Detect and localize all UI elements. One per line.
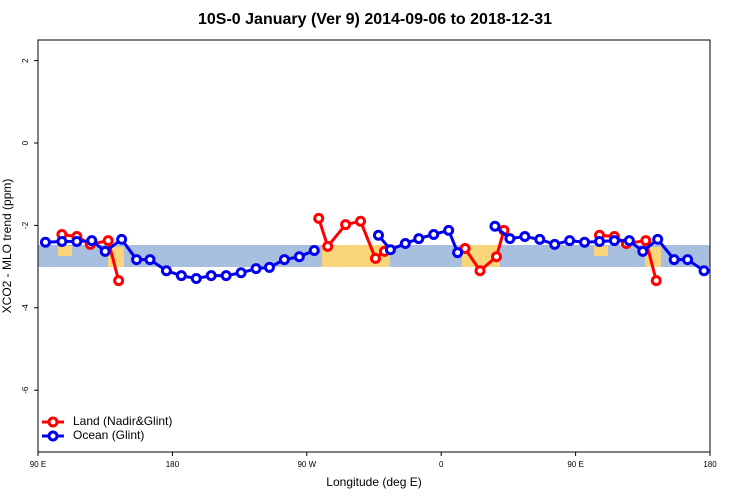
x-tick-label: 90 W xyxy=(297,460,316,469)
point xyxy=(489,220,501,232)
point xyxy=(144,254,156,266)
point xyxy=(205,270,217,282)
point xyxy=(263,261,275,273)
y-tick-label: -4 xyxy=(21,304,30,312)
point xyxy=(308,245,320,257)
point xyxy=(698,265,710,277)
point xyxy=(369,252,381,264)
point xyxy=(668,254,680,266)
point xyxy=(549,238,561,250)
y-tick-label: 2 xyxy=(21,58,30,63)
point xyxy=(650,275,662,287)
legend-label: Land (Nadir&Glint) xyxy=(73,414,172,428)
point xyxy=(452,247,464,259)
y-tick-label: -6 xyxy=(21,386,30,394)
point xyxy=(116,233,128,245)
point xyxy=(175,270,187,282)
point xyxy=(534,233,546,245)
point xyxy=(86,235,98,247)
x-tick-label: 90 E xyxy=(30,460,46,469)
point xyxy=(579,236,591,248)
point xyxy=(160,265,172,277)
plot-frame xyxy=(37,39,711,453)
point xyxy=(39,236,51,248)
point xyxy=(372,229,384,241)
point xyxy=(56,235,68,247)
point xyxy=(71,235,83,247)
x-tick-label: 180 xyxy=(166,460,180,469)
point xyxy=(682,254,694,266)
point xyxy=(220,270,232,282)
point xyxy=(640,235,652,247)
point xyxy=(102,235,114,247)
point xyxy=(131,254,143,266)
point xyxy=(293,251,305,263)
point xyxy=(637,245,649,257)
y-tick-label: -2 xyxy=(21,221,30,229)
point xyxy=(250,263,262,275)
legend-marker xyxy=(47,430,59,442)
x-tick-label: 90 E xyxy=(567,460,583,469)
land xyxy=(594,246,608,256)
point xyxy=(278,254,290,266)
point xyxy=(413,233,425,245)
point xyxy=(340,219,352,231)
point xyxy=(652,233,664,245)
point xyxy=(593,235,605,247)
point xyxy=(504,233,516,245)
point xyxy=(113,275,125,287)
point xyxy=(443,224,455,236)
chart-title: 10S-0 January (Ver 9) 2014-09-06 to 2018… xyxy=(198,11,552,28)
point xyxy=(384,244,396,256)
point xyxy=(564,235,576,247)
point xyxy=(322,240,334,252)
point xyxy=(99,245,111,257)
legend-label: Ocean (Glint) xyxy=(73,428,144,442)
point xyxy=(428,228,440,240)
point xyxy=(608,235,620,247)
point xyxy=(474,265,486,277)
x-axis-label: Longitude (deg E) xyxy=(326,475,421,489)
point xyxy=(490,251,502,263)
point xyxy=(235,267,247,279)
point xyxy=(190,273,202,285)
point xyxy=(399,238,411,250)
y-tick-label: 0 xyxy=(21,140,30,145)
point xyxy=(313,212,325,224)
y-axis-label: XCO2 - MLO trend (ppm) xyxy=(0,179,14,314)
land xyxy=(58,246,72,256)
x-tick-label: 0 xyxy=(439,460,444,469)
legend-marker xyxy=(47,416,59,428)
x-tick-label: 180 xyxy=(703,460,717,469)
point xyxy=(355,215,367,227)
point xyxy=(519,231,531,243)
point xyxy=(623,235,635,247)
